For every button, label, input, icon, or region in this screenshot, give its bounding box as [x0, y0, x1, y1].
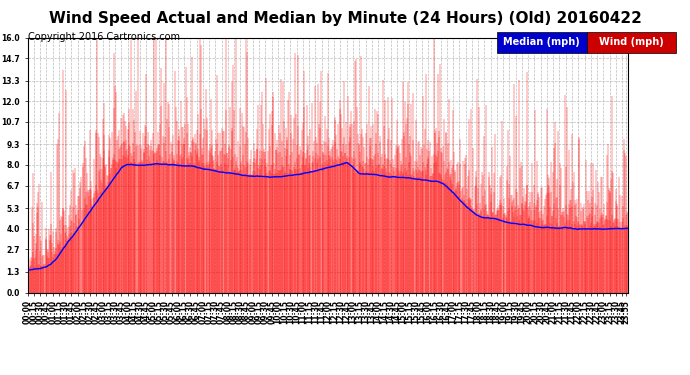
Text: Copyright 2016 Cartronics.com: Copyright 2016 Cartronics.com	[28, 32, 179, 42]
Text: Median (mph): Median (mph)	[503, 37, 580, 47]
Text: Wind (mph): Wind (mph)	[599, 37, 664, 47]
Text: Wind Speed Actual and Median by Minute (24 Hours) (Old) 20160422: Wind Speed Actual and Median by Minute (…	[48, 11, 642, 26]
